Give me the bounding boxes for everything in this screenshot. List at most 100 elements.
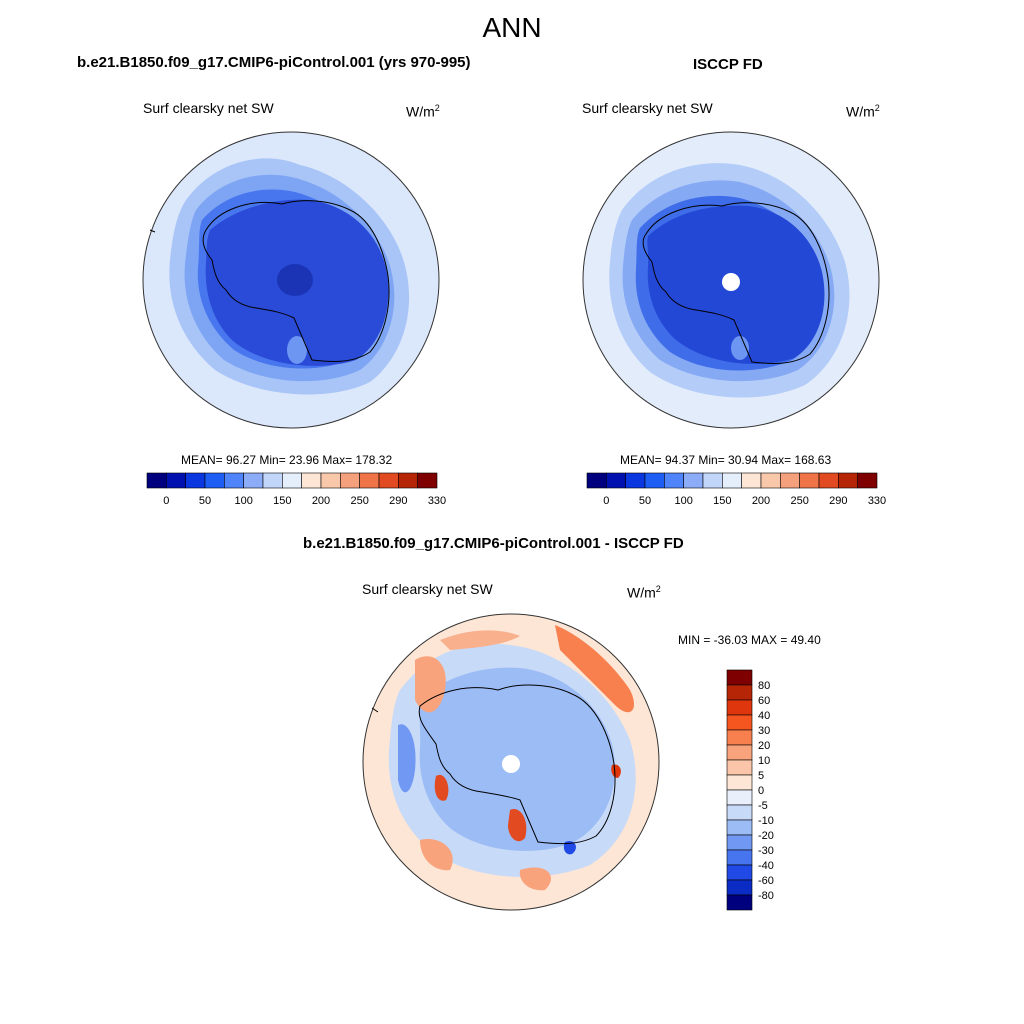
diff-map-border	[362, 613, 660, 911]
diff-neg-anomaly-s	[563, 841, 576, 855]
model-colorbar-box	[320, 472, 341, 489]
obs-colorbar-box	[780, 472, 800, 489]
obs-colorbar-box	[644, 472, 665, 489]
obs-colorbar-box	[683, 472, 704, 489]
obs-case-label: ISCCP FD	[693, 56, 763, 73]
model-coastline	[202, 200, 390, 363]
model-colorbar-box	[340, 472, 360, 489]
diff-stats: MIN = -36.03 MAX = 49.40	[678, 633, 821, 647]
obs-colorbar-box	[606, 472, 626, 489]
model-variable-label: Surf clearsky net SW	[143, 100, 274, 116]
model-units: W/m2	[406, 103, 440, 120]
diff-case-label: b.e21.B1850.f09_g17.CMIP6-piControl.001 …	[303, 535, 684, 552]
model-colorbar-label: 150	[273, 495, 291, 507]
obs-colorbar-label: 200	[752, 495, 770, 507]
diff-colorbar: 80 60 40 30 20 10 5 0 -5 -10 -20 -30 -40 -60 -80	[726, 669, 774, 911]
model-colorbar-label: 100	[234, 495, 252, 507]
model-units-base: W/m	[406, 103, 435, 120]
model-case-label: b.e21.B1850.f09_g17.CMIP6-piControl.001 …	[77, 54, 471, 71]
diff-colorbar-label: 30	[758, 725, 770, 737]
diff-units: W/m2	[627, 584, 661, 601]
model-colorbar-box	[185, 472, 206, 489]
diff-colorbar-label: -10	[758, 815, 774, 827]
obs-colorbar-box	[741, 472, 762, 489]
diff-variable-label: Surf clearsky net SW	[362, 581, 493, 597]
diff-pos-anomaly-n	[440, 630, 520, 650]
model-colorbar-label: 250	[350, 495, 368, 507]
model-colorbar-box	[243, 472, 264, 489]
obs-pole-hole	[722, 273, 740, 291]
diff-pos-anomaly-ne	[555, 625, 635, 713]
obs-map-border	[582, 131, 880, 429]
diff-colorbar-label: 40	[758, 710, 770, 722]
obs-variable-label: Surf clearsky net SW	[582, 100, 713, 116]
main-title: ANN	[482, 12, 542, 43]
model-polar-map	[143, 132, 439, 428]
model-colorbar: 0 50 100 150 200 250 290 330	[146, 472, 446, 507]
diff-colorbar-box	[726, 669, 753, 686]
model-interior-minimum	[277, 264, 313, 296]
model-colorbar-box	[146, 472, 167, 489]
obs-colorbar-box	[799, 472, 820, 489]
diff-colorbar-box	[726, 804, 753, 821]
diff-colorbar-label: 60	[758, 695, 770, 707]
obs-units: W/m2	[846, 103, 880, 120]
diff-colorbar-label: -60	[758, 875, 774, 887]
model-colorbar-label: 200	[312, 495, 330, 507]
model-colorbar-box	[166, 472, 186, 489]
diff-neg-anomaly-w	[398, 724, 416, 793]
diff-coastline	[418, 684, 616, 845]
obs-colorbar-box	[857, 472, 878, 489]
obs-colorbar-box	[664, 472, 684, 489]
diff-colorbar-label: -5	[758, 800, 768, 812]
diff-coast-fragment	[371, 707, 379, 713]
diff-colorbar-box	[726, 894, 753, 911]
model-colorbar-label: 290	[389, 495, 407, 507]
diff-colorbar-label: -40	[758, 860, 774, 872]
model-stats: MEAN= 96.27 Min= 23.96 Max= 178.32	[181, 453, 393, 467]
model-colorbar-label: 50	[199, 495, 211, 507]
diff-colorbar-label: 10	[758, 755, 770, 767]
obs-colorbar-box	[722, 472, 742, 489]
diff-pos-anomaly-east	[611, 764, 621, 778]
diff-colorbar-label: 0	[758, 785, 764, 797]
obs-colorbar-box	[702, 472, 723, 489]
model-units-exp: 2	[434, 103, 440, 113]
obs-colorbar-label: 150	[713, 495, 731, 507]
model-colorbar-label: 0	[163, 495, 169, 507]
model-colorbar-box	[417, 472, 438, 489]
model-map-border	[142, 131, 440, 429]
diff-colorbar-box	[726, 759, 753, 776]
diff-colorbar-label: 5	[758, 770, 764, 782]
obs-colorbar-label: 290	[829, 495, 847, 507]
diff-colorbar-box	[726, 879, 753, 896]
diff-pole-hole	[502, 755, 520, 773]
model-coast-fragment	[149, 229, 156, 233]
diff-pos-anomaly-peninsula	[434, 774, 449, 801]
obs-colorbar-label: 330	[868, 495, 886, 507]
model-colorbar-box	[301, 472, 322, 489]
diff-colorbar-box	[726, 744, 753, 761]
diff-pos-anomaly-sw	[420, 839, 453, 871]
model-colorbar-box	[359, 472, 380, 489]
diff-colorbar-box	[726, 819, 753, 836]
model-colorbar-box	[378, 472, 399, 489]
diff-colorbar-label: -80	[758, 890, 774, 902]
obs-colorbar-label: 100	[674, 495, 692, 507]
obs-colorbar-label: 0	[603, 495, 609, 507]
diff-colorbar-box	[726, 774, 753, 791]
diff-units-exp: 2	[655, 584, 661, 594]
diff-colorbar-box	[726, 729, 753, 746]
diff-pos-anomaly-ross	[508, 809, 527, 842]
obs-colorbar-box	[760, 472, 781, 489]
diff-pos-anomaly-s	[519, 867, 551, 891]
obs-stats: MEAN= 94.37 Min= 30.94 Max= 168.63	[620, 453, 832, 467]
diff-colorbar-box	[726, 864, 753, 881]
model-colorbar-box	[398, 472, 418, 489]
diff-colorbar-label: 80	[758, 680, 770, 692]
diff-colorbar-label: -30	[758, 845, 774, 857]
obs-colorbar-box	[838, 472, 858, 489]
obs-ice-shelf-feature	[731, 336, 749, 360]
diff-colorbar-label: 20	[758, 740, 770, 752]
